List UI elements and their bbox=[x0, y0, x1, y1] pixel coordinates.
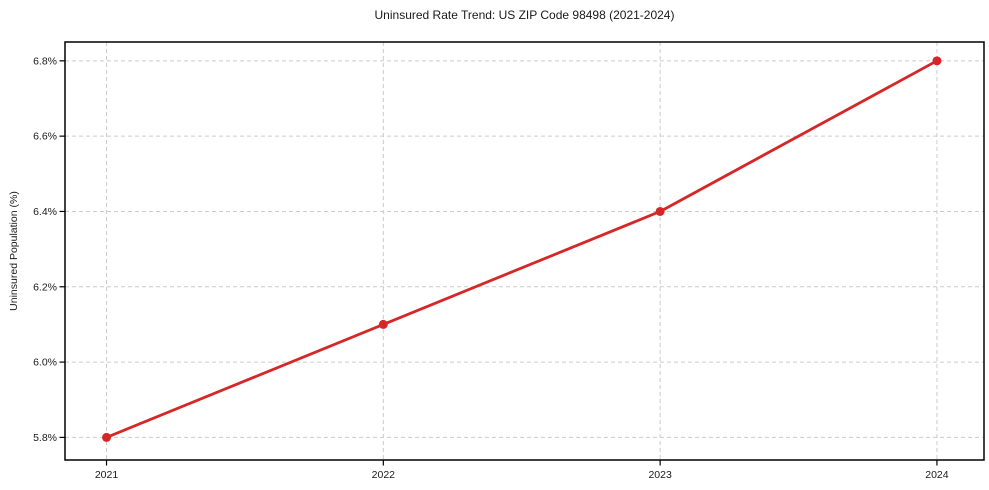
y-tick-label: 5.8% bbox=[33, 432, 57, 444]
y-tick-label: 6.8% bbox=[33, 55, 57, 67]
x-tick-label: 2021 bbox=[95, 469, 119, 481]
data-point bbox=[378, 319, 388, 329]
data-point bbox=[932, 56, 942, 66]
y-tick-label: 6.6% bbox=[33, 131, 57, 143]
y-tick-label: 6.0% bbox=[33, 357, 57, 369]
y-tick-label: 6.2% bbox=[33, 281, 57, 293]
x-tick-label: 2023 bbox=[648, 469, 672, 481]
data-point bbox=[655, 206, 665, 216]
data-point bbox=[102, 432, 112, 442]
x-tick-label: 2022 bbox=[372, 469, 396, 481]
chart-title: Uninsured Rate Trend: US ZIP Code 98498 … bbox=[374, 8, 675, 22]
trend-line bbox=[105, 59, 939, 439]
plot-area bbox=[64, 41, 985, 461]
x-tick-label: 2024 bbox=[925, 469, 949, 481]
y-tick-label: 6.4% bbox=[33, 206, 57, 218]
